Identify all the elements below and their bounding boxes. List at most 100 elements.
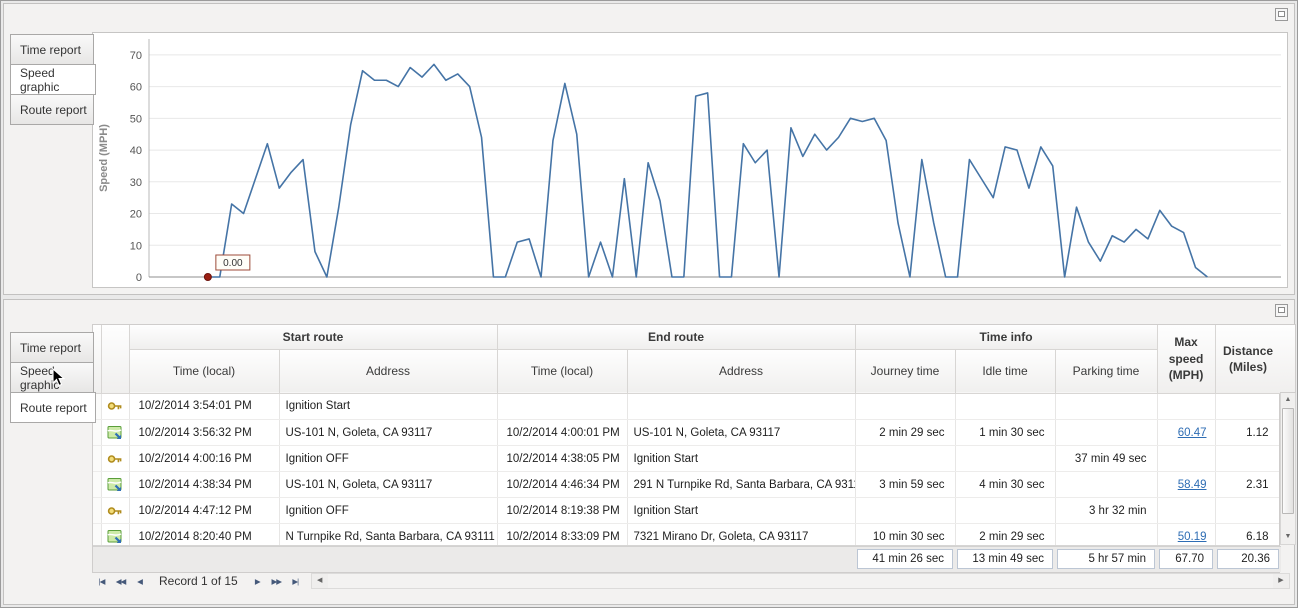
group-header-start-route[interactable]: Start route	[129, 325, 498, 350]
cell-start-address: Ignition Start	[279, 393, 498, 420]
horizontal-scrollbar[interactable]: ◀ ▶	[310, 573, 1290, 589]
column-header-max-speed[interactable]: Max speed (MPH)	[1157, 325, 1216, 394]
collapse-top-panel-button[interactable]	[1275, 8, 1288, 21]
table-row[interactable]: 10/2/2014 3:56:32 PM US-101 N, Goleta, CA…	[93, 419, 1279, 446]
row-type-icon-cell	[101, 523, 130, 545]
table-row[interactable]: 10/2/2014 4:38:34 PM US-101 N, Goleta, CA…	[93, 471, 1279, 498]
collapse-bottom-panel-button[interactable]	[1275, 304, 1288, 317]
cell-journey-time	[855, 497, 956, 524]
column-header-journey-time[interactable]: Journey time	[855, 349, 956, 394]
svg-text:70: 70	[130, 50, 142, 62]
route-report-panel: Time report Speed graphic Route report S…	[3, 299, 1296, 605]
max-speed-link[interactable]: 58.49	[1177, 478, 1207, 491]
column-header-start-address[interactable]: Address	[279, 349, 498, 394]
cell-journey-time: 2 min 29 sec	[855, 419, 956, 446]
summary-max-speed: 67.70	[1159, 549, 1213, 570]
table-row[interactable]: 10/2/2014 8:20:40 PM N Turnpike Rd, Santa…	[93, 523, 1279, 545]
cell-start-address: Ignition OFF	[279, 445, 498, 472]
svg-text:Speed (MPH): Speed (MPH)	[98, 124, 110, 192]
route-report-grid: Start route End route Time info Max spee…	[92, 324, 1282, 573]
svg-text:40: 40	[130, 145, 142, 157]
cell-idle-time	[955, 497, 1056, 524]
group-header-time-info[interactable]: Time info	[855, 325, 1158, 350]
table-body-viewport: 10/2/2014 3:54:01 PM Ignition Start 10/2/…	[93, 393, 1279, 546]
max-speed-link[interactable]: 60.47	[1177, 426, 1207, 439]
key-icon	[107, 454, 122, 463]
row-indicator	[93, 419, 102, 446]
cell-start-time: 10/2/2014 8:20:40 PM	[129, 523, 280, 545]
cell-start-address: Ignition OFF	[279, 497, 498, 524]
vertical-scrollbar[interactable]: ▲ ▼	[1280, 393, 1296, 545]
scroll-right-icon[interactable]: ▶	[1273, 574, 1289, 588]
table-row[interactable]: 10/2/2014 4:00:16 PM Ignition OFF 10/2/201…	[93, 445, 1279, 472]
table-row[interactable]: 10/2/2014 3:54:01 PM Ignition Start	[93, 393, 1279, 420]
cell-distance: 1.12	[1215, 419, 1279, 446]
tab-speed-graphic[interactable]: Speed graphic	[10, 64, 96, 95]
table-row[interactable]: 10/2/2014 4:47:12 PM Ignition OFF 10/2/201…	[93, 497, 1279, 524]
vertical-scroll-thumb[interactable]	[1282, 408, 1294, 514]
cell-start-time: 10/2/2014 4:38:34 PM	[129, 471, 280, 498]
nav-last-button[interactable]: ▶|	[292, 576, 299, 586]
column-header-start-time[interactable]: Time (local)	[129, 349, 280, 394]
tab-time-report[interactable]: Time report	[10, 34, 94, 65]
header-filler	[1280, 324, 1296, 393]
cell-end-time: 10/2/2014 8:33:09 PM	[497, 523, 628, 545]
cell-start-time: 10/2/2014 4:00:16 PM	[129, 445, 280, 472]
nav-first-button[interactable]: |◀	[98, 576, 106, 586]
cell-end-address	[627, 393, 856, 420]
max-speed-link[interactable]: 50.19	[1177, 530, 1207, 543]
cell-end-time: 10/2/2014 4:38:05 PM	[497, 445, 628, 472]
nav-next-button[interactable]: ▶	[254, 576, 261, 586]
row-indicator	[93, 393, 102, 420]
cell-parking-time: 37 min 49 sec	[1055, 445, 1158, 472]
svg-text:50: 50	[130, 113, 142, 125]
nav-prev-page-button[interactable]: ◀◀	[115, 576, 127, 586]
cell-distance	[1215, 393, 1279, 420]
tab-label: Speed graphic	[20, 363, 60, 392]
top-panel-tabs: Time report Speed graphic Route report	[10, 34, 96, 125]
cell-end-address: 7321 Mirano Dr, Goleta, CA 93117	[627, 523, 856, 545]
row-type-icon-cell	[101, 393, 130, 420]
svg-text:60: 60	[130, 82, 142, 94]
nav-prev-button[interactable]: ◀	[137, 576, 143, 586]
cell-start-time: 10/2/2014 4:47:12 PM	[129, 497, 280, 524]
tab-route-report[interactable]: Route report	[10, 392, 96, 423]
column-header-idle-time[interactable]: Idle time	[955, 349, 1056, 394]
scroll-left-icon[interactable]: ◀	[311, 574, 328, 588]
cell-journey-time: 10 min 30 sec	[855, 523, 956, 545]
tab-time-report[interactable]: Time report	[10, 332, 94, 363]
key-icon	[107, 506, 122, 515]
cell-idle-time	[955, 445, 1056, 472]
cell-max-speed: 50.19	[1157, 523, 1216, 545]
cell-max-speed	[1157, 445, 1216, 472]
route-icon	[107, 477, 122, 491]
tab-route-report[interactable]: Route report	[10, 94, 94, 125]
horizontal-scroll-track[interactable]	[328, 574, 1273, 588]
svg-text:0.00: 0.00	[223, 258, 243, 269]
column-header-distance[interactable]: Distance (Miles)	[1215, 325, 1282, 394]
column-header-parking-time[interactable]: Parking time	[1055, 349, 1158, 394]
cell-start-time: 10/2/2014 3:56:32 PM	[129, 419, 280, 446]
summary-parking-time: 5 hr 57 min	[1057, 549, 1155, 570]
cell-idle-time	[955, 393, 1056, 420]
route-icon	[107, 425, 122, 439]
column-header-end-address[interactable]: Address	[627, 349, 856, 394]
tab-speed-graphic[interactable]: Speed graphic	[10, 362, 94, 393]
indicator-header	[93, 325, 102, 394]
cell-end-time: 10/2/2014 8:19:38 PM	[497, 497, 628, 524]
cell-max-speed	[1157, 497, 1216, 524]
group-header-end-route[interactable]: End route	[497, 325, 856, 350]
cell-max-speed: 60.47	[1157, 419, 1216, 446]
row-indicator	[93, 471, 102, 498]
summary-row: 41 min 26 sec 13 min 49 sec 5 hr 57 min …	[93, 545, 1281, 572]
scroll-down-icon[interactable]: ▼	[1281, 530, 1295, 544]
speed-chart: 0 10 20 30 40 50 60 70 Speed (MPH) 0.00	[98, 39, 1281, 284]
column-header-end-time[interactable]: Time (local)	[497, 349, 628, 394]
svg-text:10: 10	[130, 240, 142, 252]
nav-next-page-button[interactable]: ▶▶	[271, 576, 282, 586]
row-type-icon-cell	[101, 471, 130, 498]
scroll-up-icon[interactable]: ▲	[1281, 393, 1295, 407]
speed-chart-container: 0 10 20 30 40 50 60 70 Speed (MPH) 0.00	[92, 32, 1288, 288]
row-indicator	[93, 445, 102, 472]
